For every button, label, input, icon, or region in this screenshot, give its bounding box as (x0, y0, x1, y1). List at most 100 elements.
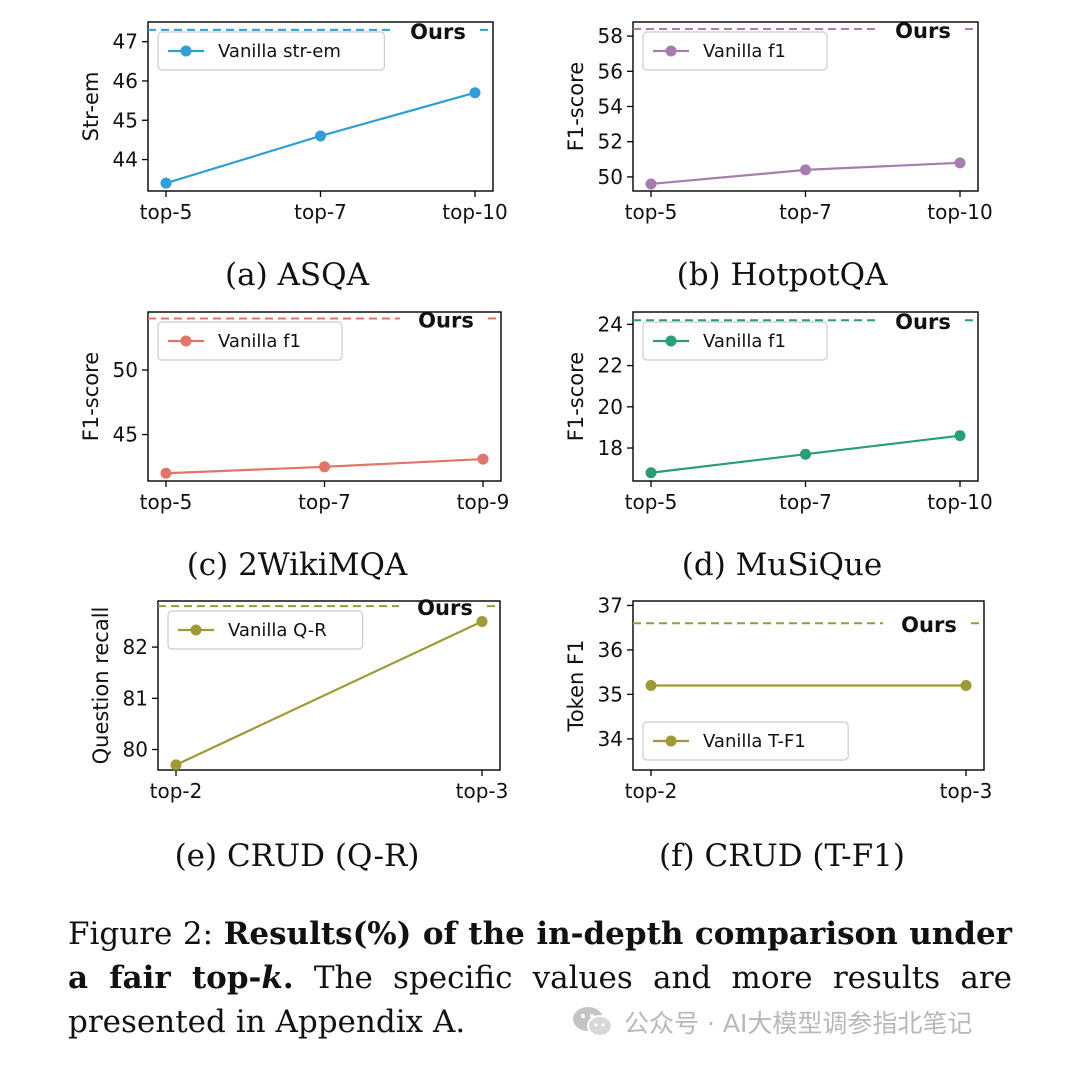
data-point (319, 461, 330, 473)
y-axis-label: F1-score (564, 352, 588, 441)
y-tick-label: 45 (113, 423, 138, 447)
plot-frame (632, 600, 985, 771)
data-point (954, 430, 966, 442)
legend-label: Vanilla Q-R (228, 620, 327, 641)
legend-box (642, 721, 849, 761)
legend-marker (180, 45, 192, 57)
watermark: 公众号 · AI大模型调参指北笔记 (572, 1004, 972, 1040)
x-tick-label: top-5 (625, 490, 678, 514)
y-tick-label: 50 (113, 358, 138, 382)
data-point (477, 453, 489, 465)
legend-marker (180, 335, 192, 347)
y-axis-label: F1-score (79, 352, 103, 441)
x-tick-label: top-3 (456, 779, 509, 803)
y-tick-label: 50 (598, 165, 623, 189)
y-axis-label: Token F1 (564, 640, 588, 733)
data-point (645, 467, 657, 479)
x-tick-label: top-9 (457, 490, 510, 514)
y-tick-label: 45 (113, 108, 138, 132)
y-tick-label: 56 (598, 59, 623, 83)
y-tick-label: 46 (113, 69, 138, 93)
wechat-icon (573, 1007, 613, 1037)
y-tick-label: 18 (598, 436, 623, 460)
x-tick-label: top-5 (625, 200, 678, 224)
x-tick-label: top-7 (294, 200, 347, 224)
y-tick-label: 44 (113, 148, 138, 172)
legend-box (642, 321, 828, 361)
data-point (954, 157, 966, 169)
figure-label: Figure 2: (68, 916, 214, 952)
legend-box (642, 31, 828, 71)
legend-marker (665, 335, 677, 347)
subplot-caption: (d) MuSiQue (682, 547, 882, 583)
data-point (469, 87, 481, 99)
legend-marker (665, 735, 677, 747)
y-tick-label: 82 (123, 635, 148, 659)
subplot-caption: (f) CRUD (T-F1) (659, 838, 905, 874)
data-point (960, 680, 972, 691)
ours-label: Ours (410, 20, 466, 44)
y-axis-label: Str-em (79, 72, 103, 142)
x-tick-label: top-3 (940, 779, 993, 803)
watermark-text: 公众号 · AI大模型调参指北笔记 (624, 1009, 973, 1038)
y-tick-label: 80 (123, 738, 148, 762)
data-point (645, 178, 657, 190)
subplot-caption: (c) 2WikiMQA (187, 547, 408, 583)
figure-caption: Figure 2: Results(%) of the in-depth com… (68, 912, 1012, 1044)
y-tick-label: 35 (598, 682, 623, 706)
legend-label: Vanilla f1 (703, 331, 786, 352)
y-tick-label: 52 (598, 130, 623, 154)
legend-box (157, 31, 385, 71)
legend-label: Vanilla str-em (218, 41, 341, 62)
x-tick-label: top-10 (442, 200, 507, 224)
data-point (170, 759, 182, 771)
subplot-caption: (b) HotpotQA (677, 257, 888, 293)
ours-label: Ours (895, 19, 951, 43)
x-tick-label: top-5 (140, 490, 193, 514)
x-tick-label: top-5 (140, 200, 193, 224)
data-point (800, 448, 811, 460)
y-tick-label: 81 (123, 686, 148, 710)
x-tick-label: top-7 (779, 490, 832, 514)
y-tick-label: 37 (598, 593, 623, 617)
data-point (160, 177, 172, 189)
legend-label: Vanilla T-F1 (703, 731, 806, 752)
chart-crud-qr: 80 81 82 top-2 top-3 Question recall Ours Vanil… (89, 596, 508, 874)
ours-label: Ours (417, 596, 473, 620)
data-point (160, 467, 172, 479)
x-tick-label: top-10 (927, 490, 992, 514)
chart-wikimqa: 45 50 top-5 top-7 top-9 F1-score Ours Vanilla f… (79, 308, 509, 583)
y-axis-label: Question recall (89, 607, 113, 765)
x-tick-label: top-10 (927, 200, 992, 224)
data-point (645, 680, 657, 691)
legend-box (157, 321, 343, 361)
subplot-caption: (e) CRUD (Q-R) (175, 838, 420, 874)
x-tick-label: top-7 (298, 490, 351, 514)
y-tick-label: 36 (598, 638, 623, 662)
y-tick-label: 24 (598, 312, 623, 336)
y-tick-label: 22 (598, 354, 623, 378)
y-tick-label: 54 (598, 95, 623, 119)
plot-frame (157, 600, 501, 771)
series-line (175, 620, 483, 766)
x-tick-label: top-2 (150, 779, 203, 803)
data-point (315, 130, 326, 142)
y-tick-label: 20 (598, 395, 623, 419)
y-axis-label: F1-score (564, 62, 588, 151)
chart-asqa: 44 45 46 47 top-5 top-7 top-10 Str-em Ours Vanill… (79, 20, 508, 293)
chart-crud-tf1: 34 35 36 37 top-2 top-3 Token F1 Ours Vanilla T-… (564, 593, 992, 874)
chart-musique: 18 20 22 24 top-5 top-7 top-10 F1-score Ours Vani… (564, 310, 993, 583)
ours-label: Ours (895, 310, 951, 334)
subplot-caption: (a) ASQA (225, 257, 370, 293)
x-tick-label: top-7 (779, 200, 832, 224)
legend-marker (190, 624, 202, 636)
legend-label: Vanilla f1 (703, 41, 786, 62)
figure-caption-rest: The specific values and more results are… (68, 960, 1012, 1040)
chart-hotpotqa: 50 52 54 56 58 top-5 top-7 top-10 F1-score Ours Va… (564, 19, 993, 293)
data-point (800, 164, 811, 176)
ours-label: Ours (901, 613, 957, 637)
figure-caption-bold: Results(%) of the in-depth comparison un… (68, 916, 1013, 996)
y-tick-label: 34 (598, 727, 623, 751)
legend-box (167, 610, 364, 650)
